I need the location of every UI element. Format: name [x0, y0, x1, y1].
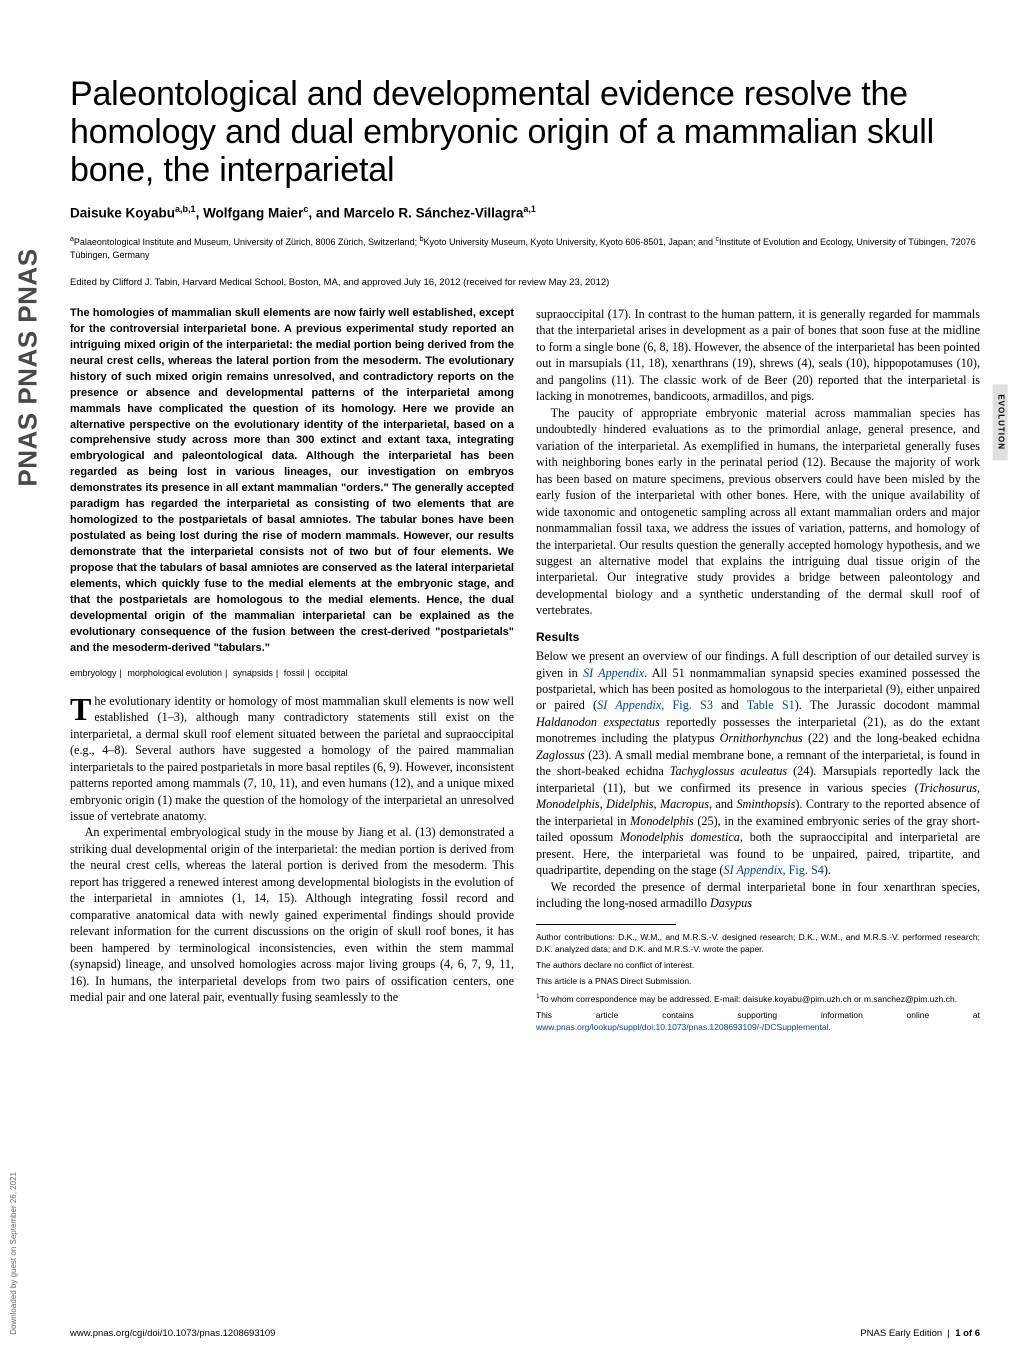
body-paragraph: Below we present an overview of our find… — [536, 648, 980, 879]
footnote-si: This article contains supporting informa… — [536, 1009, 980, 1034]
footnotes-block: Author contributions: D.K., W.M., and M.… — [536, 924, 980, 1034]
body-paragraph: We recorded the presence of dermal inter… — [536, 879, 980, 912]
keyword: fossil — [284, 668, 305, 678]
results-heading: Results — [536, 629, 980, 645]
footnote-author-contributions: Author contributions: D.K., W.M., and M.… — [536, 931, 980, 956]
article-title: Paleontological and developmental eviden… — [70, 75, 980, 189]
keyword: embryology — [70, 668, 117, 678]
footer-doi: www.pnas.org/cgi/doi/10.1073/pnas.120869… — [70, 1328, 275, 1341]
keyword: morphological evolution — [127, 668, 222, 678]
footnote-conflict: The authors declare no conflict of inter… — [536, 959, 980, 971]
footnote-correspondence: 1To whom correspondence may be addressed… — [536, 992, 980, 1005]
page-footer: www.pnas.org/cgi/doi/10.1073/pnas.120869… — [70, 1328, 980, 1341]
keywords-line: embryology| morphological evolution| syn… — [70, 667, 514, 679]
downloaded-note: Downloaded by guest on September 26, 202… — [9, 1172, 20, 1335]
body-paragraph: An experimental embryological study in t… — [70, 824, 514, 1005]
body-paragraph: The evolutionary identity or homology of… — [70, 693, 514, 825]
affiliations: aPalaeontological Institute and Museum, … — [70, 235, 980, 261]
section-side-label: EVOLUTION — [993, 384, 1008, 460]
abstract: The homologies of mammalian skull elemen… — [70, 306, 514, 657]
body-paragraph: supraoccipital (17). In contrast to the … — [536, 306, 980, 405]
footer-page-number: PNAS Early Edition | 1 of 6 — [860, 1328, 980, 1341]
pnas-sidebar-logo: PNAS PNAS PNAS — [6, 50, 50, 750]
keyword: synapsids — [233, 668, 273, 678]
author-list: Daisuke Koyabua,b,1, Wolfgang Maierc, an… — [70, 203, 980, 223]
footnote-rule — [536, 924, 676, 925]
body-paragraph: The paucity of appropriate embryonic mat… — [536, 405, 980, 619]
edited-by-line: Edited by Clifford J. Tabin, Harvard Med… — [70, 277, 980, 290]
pnas-logo-text: PNAS PNAS PNAS — [10, 248, 45, 486]
footnote-direct-submission: This article is a PNAS Direct Submission… — [536, 975, 980, 987]
page-content: Paleontological and developmental eviden… — [70, 0, 980, 1034]
keyword: occipital — [315, 668, 348, 678]
two-column-body: The homologies of mammalian skull elemen… — [70, 306, 980, 1034]
